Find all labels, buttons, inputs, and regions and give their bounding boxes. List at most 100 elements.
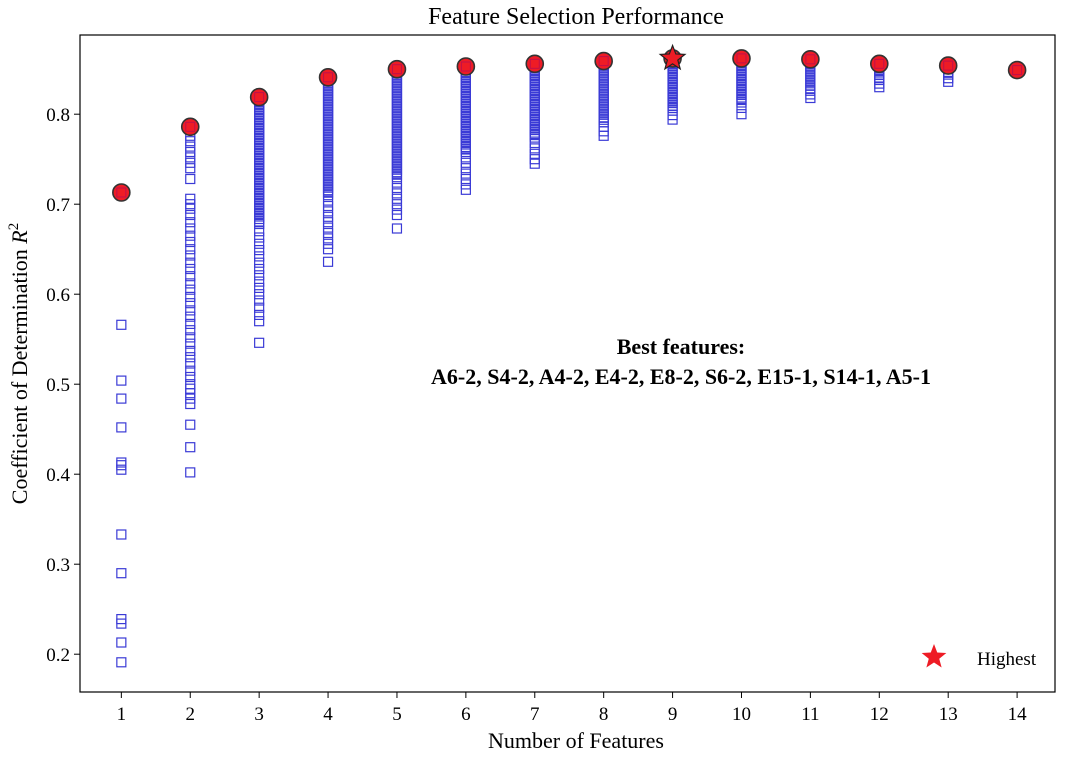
- best-point: [801, 49, 820, 69]
- subset-point: [254, 337, 265, 348]
- best-point: [732, 49, 751, 68]
- subset-point: [185, 305, 196, 316]
- legend: Highest: [921, 644, 1037, 670]
- subset-point: [116, 568, 127, 579]
- y-axis-label-main: Coefficient of Determination: [7, 244, 32, 504]
- subset-point: [322, 206, 334, 217]
- subset-point: [185, 278, 196, 289]
- subset-point: [185, 257, 196, 268]
- y-tick-label: 0.2: [46, 645, 70, 666]
- best-point: [525, 54, 545, 74]
- legend-star-icon: [921, 644, 947, 668]
- subset-point: [185, 250, 196, 261]
- points-layer: [112, 43, 1027, 668]
- subset-point: [322, 238, 334, 249]
- subset-point: [185, 230, 196, 241]
- x-tick-label: 4: [323, 704, 333, 725]
- subset-point: [391, 188, 403, 199]
- subset-point: [529, 143, 540, 154]
- y-tick-label: 0.8: [46, 105, 70, 126]
- subset-point: [185, 442, 196, 453]
- best-point-square: [323, 72, 334, 83]
- best-point: [938, 56, 958, 75]
- subset-point: [254, 257, 265, 268]
- subset-point: [185, 379, 196, 390]
- y-tick-label: 0.4: [46, 465, 70, 486]
- subset-point: [185, 271, 196, 282]
- subset-point: [391, 199, 403, 210]
- subset-point: [185, 467, 196, 478]
- best-point-square: [598, 56, 609, 67]
- x-tick-label: 14: [1008, 704, 1028, 725]
- subset-point: [185, 244, 196, 255]
- subset-point: [391, 204, 403, 215]
- subset-point: [185, 173, 196, 185]
- x-tick-label: 8: [599, 704, 609, 725]
- subset-point: [116, 319, 127, 330]
- x-axis: 1 2 3 4 5 6 7 8 9 10 11 12 13 14: [117, 692, 1028, 725]
- subset-point: [254, 309, 265, 320]
- subset-point: [254, 316, 265, 327]
- best-point: [456, 57, 476, 76]
- subset-point: [185, 263, 196, 275]
- subset-point: [116, 457, 127, 468]
- subset-point: [185, 152, 196, 163]
- subset-point: [322, 222, 334, 233]
- best-point: [112, 183, 131, 202]
- subset-point: [254, 270, 265, 281]
- subset-point: [185, 311, 196, 322]
- best-point-square: [736, 53, 747, 64]
- best-features-list: A6-2, S4-2, A4-2, E4-2, E8-2, S6-2, E15-…: [431, 364, 931, 389]
- best-features-heading: Best features:: [617, 334, 746, 359]
- y-axis: 0.2 0.3 0.4 0.5 0.6 0.7 0.8: [46, 105, 80, 666]
- best-point-square: [460, 61, 471, 72]
- subset-point: [185, 146, 196, 158]
- x-tick-label: 10: [732, 704, 751, 725]
- subset-point: [185, 136, 196, 147]
- x-tick-label: 11: [801, 704, 819, 725]
- y-tick-label: 0.3: [46, 555, 70, 576]
- subset-point: [185, 291, 196, 302]
- best-point-square: [874, 58, 885, 69]
- y-tick-label: 0.6: [46, 285, 70, 306]
- subset-point: [322, 211, 334, 222]
- x-tick-label: 2: [185, 704, 195, 725]
- highest-star-marker: [658, 43, 687, 71]
- x-tick-label: 5: [392, 704, 402, 725]
- subset-point: [185, 157, 196, 168]
- subset-point: [322, 233, 334, 244]
- subset-point: [185, 332, 196, 343]
- subset-point: [460, 168, 471, 179]
- subset-point: [116, 637, 127, 648]
- subset-point: [116, 529, 127, 540]
- subset-point: [254, 289, 265, 300]
- y-tick-label: 0.5: [46, 375, 70, 396]
- subset-point: [460, 152, 471, 163]
- subset-point: [254, 245, 265, 256]
- subset-point: [185, 209, 196, 221]
- subset-point: [185, 141, 196, 152]
- legend-label: Highest: [977, 649, 1037, 670]
- subset-point: [254, 251, 265, 262]
- subset-point: [185, 318, 196, 329]
- subset-point: [254, 232, 265, 243]
- best-point-square: [1012, 65, 1023, 76]
- subset-point: [185, 163, 196, 174]
- best-point: [249, 87, 269, 107]
- subset-point: [460, 179, 471, 190]
- best-point-square: [185, 121, 196, 132]
- subset-point: [254, 276, 265, 287]
- x-tick-label: 6: [461, 704, 471, 725]
- subset-point: [391, 193, 403, 204]
- subset-point: [116, 613, 127, 625]
- subset-point: [322, 200, 334, 212]
- best-point-square: [116, 187, 127, 198]
- subset-point: [116, 393, 127, 404]
- subset-point: [460, 163, 471, 174]
- best-point: [387, 59, 407, 79]
- subset-point: [185, 199, 196, 210]
- best-point-square: [943, 60, 954, 71]
- chart-title: Feature Selection Performance: [428, 4, 724, 30]
- subset-point: [185, 284, 196, 295]
